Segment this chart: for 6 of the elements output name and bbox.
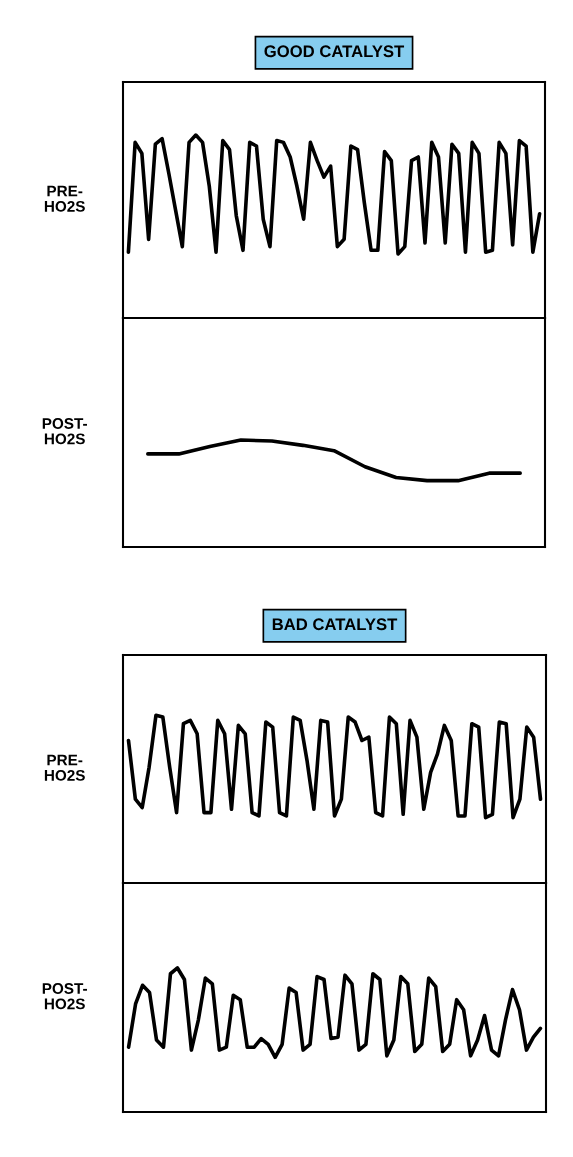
y-axis-title: PRE- HO2S bbox=[44, 185, 85, 212]
y-axis-title: POST- HO2S bbox=[42, 983, 87, 1010]
y-axis-title: PRE- HO2S bbox=[44, 754, 85, 781]
y-axis-title: POST- HO2S bbox=[42, 418, 87, 445]
chart-title: GOOD CATALYST bbox=[264, 45, 405, 58]
chart-title: BAD CATALYST bbox=[272, 618, 398, 631]
